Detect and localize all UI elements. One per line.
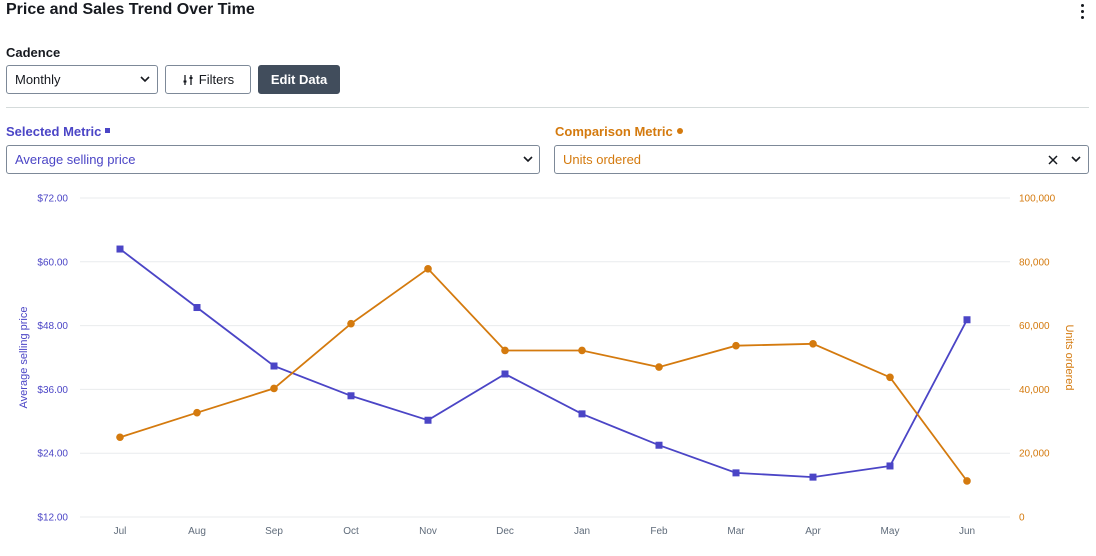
y2-axis-title: Units ordered xyxy=(1063,324,1075,390)
data-point-square xyxy=(886,462,894,470)
x-tick-label: Dec xyxy=(496,526,514,537)
cadence-label: Cadence xyxy=(6,45,61,60)
x-tick-label: Jun xyxy=(959,526,975,537)
filters-button[interactable]: Filters xyxy=(165,65,251,94)
data-point-circle xyxy=(655,363,663,371)
more-vertical-icon[interactable] xyxy=(1076,2,1090,20)
data-point-circle xyxy=(347,319,355,328)
y2-tick-label: 20,000 xyxy=(1019,449,1050,460)
x-tick-label: Apr xyxy=(805,526,821,537)
data-point-circle xyxy=(963,477,971,485)
selected-metric-label-text: Selected Metric xyxy=(6,124,102,139)
x-tick-label: Nov xyxy=(419,526,437,537)
y-axis-title: Average selling price xyxy=(18,307,30,409)
data-point-circle xyxy=(578,346,586,355)
comparison-metric-value: Units ordered xyxy=(563,152,642,167)
x-tick-label: Jul xyxy=(114,526,127,537)
filters-button-label: Filters xyxy=(198,72,235,87)
y-tick-label: $60.00 xyxy=(37,257,68,268)
data-point-square xyxy=(655,441,663,449)
cadence-select[interactable]: Monthly xyxy=(6,65,158,94)
data-point-square xyxy=(963,316,971,324)
data-point-circle xyxy=(116,433,124,442)
y2-tick-label: 0 xyxy=(1019,513,1025,524)
series-line-units xyxy=(119,267,968,482)
x-tick-label: May xyxy=(881,526,900,537)
y2-tick-label: 80,000 xyxy=(1019,257,1050,268)
x-tick-label: Aug xyxy=(188,526,206,537)
data-point-square xyxy=(424,416,432,424)
x-tick-label: Mar xyxy=(727,526,745,537)
data-point-square xyxy=(270,362,278,370)
y2-tick-label: 100,000 xyxy=(1019,194,1056,205)
x-tick-label: Oct xyxy=(343,526,359,537)
data-point-circle xyxy=(424,265,432,273)
y-tick-label: $24.00 xyxy=(37,449,68,460)
data-point-square xyxy=(116,245,124,253)
y-tick-label: $48.00 xyxy=(37,321,68,332)
divider xyxy=(6,107,1089,108)
data-point-circle xyxy=(886,373,894,382)
y-tick-label: $72.00 xyxy=(37,194,68,205)
y-tick-label: $36.00 xyxy=(37,385,68,396)
data-point-circle xyxy=(809,339,817,348)
series-line-price xyxy=(119,248,968,479)
data-point-circle xyxy=(501,346,509,355)
y2-tick-label: 60,000 xyxy=(1019,321,1050,332)
comparison-metric-label-text: Comparison Metric xyxy=(555,124,673,139)
chevron-down-icon xyxy=(523,156,533,163)
data-point-circle xyxy=(270,384,278,393)
line-chart: $12.00 0 $24.00 20,000 $36.00 40,000 $48.00 60,… xyxy=(18,194,1075,538)
data-point-circle xyxy=(193,408,201,417)
sliders-icon xyxy=(183,74,193,85)
data-point-square xyxy=(193,304,201,312)
chevron-down-icon xyxy=(140,76,150,83)
data-point-circle xyxy=(732,341,740,350)
data-point-square xyxy=(347,392,355,400)
y2-tick-label: 40,000 xyxy=(1019,385,1050,396)
clear-icon[interactable] xyxy=(1048,155,1058,165)
x-tick-label: Sep xyxy=(265,526,283,537)
data-point-square xyxy=(501,370,509,378)
square-marker-icon xyxy=(105,128,111,134)
selected-metric-select[interactable]: Average selling price xyxy=(6,145,540,174)
circle-marker-icon xyxy=(676,127,683,134)
x-tick-label: Feb xyxy=(650,526,668,537)
selected-metric-label: Selected Metric xyxy=(6,124,111,139)
chevron-down-icon xyxy=(1071,156,1081,163)
y-tick-label: $12.00 xyxy=(37,513,68,524)
data-point-square xyxy=(578,410,586,418)
comparison-metric-select[interactable]: Units ordered xyxy=(554,145,1089,174)
selected-metric-value: Average selling price xyxy=(15,152,136,167)
data-point-square xyxy=(809,473,817,481)
chart-title: Price and Sales Trend Over Time xyxy=(6,1,255,18)
cadence-select-value: Monthly xyxy=(15,72,61,87)
x-tick-label: Jan xyxy=(574,526,590,537)
comparison-metric-label: Comparison Metric xyxy=(555,124,683,139)
edit-data-button[interactable]: Edit Data xyxy=(258,65,340,94)
data-point-square xyxy=(732,469,740,477)
